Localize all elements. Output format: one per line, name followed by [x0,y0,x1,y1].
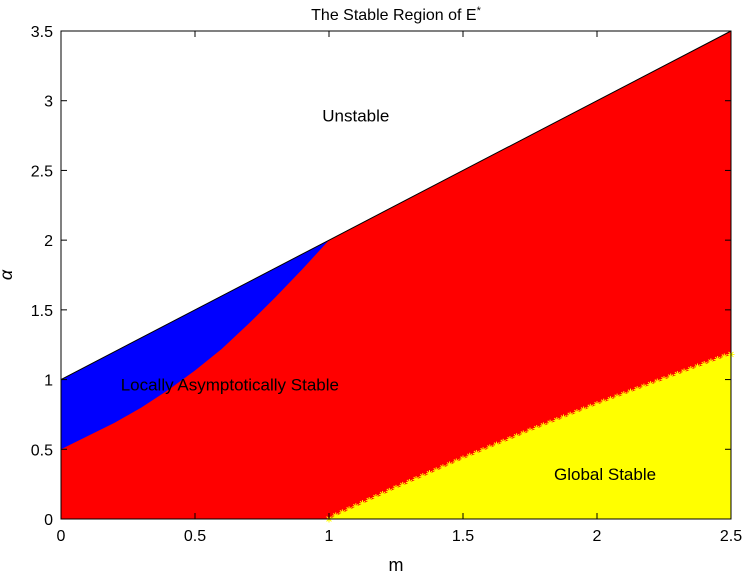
boundary-star-marker [493,441,500,449]
boundary-star-marker [365,497,373,505]
boundary-star-marker [533,425,541,433]
boundary-star-marker [687,366,695,374]
boundary-star-marker [673,371,681,379]
axis-ticks: 0 0.5 1 1.5 2 2.5 0 0.5 1 1.5 2 2.5 3 3.5 [31,24,742,545]
region-label-locally-asymptotically-stable: Locally Asymptotically Stable [121,376,339,395]
boundary-star-marker [620,391,628,399]
boundary-star-marker [405,478,413,486]
y-tick-label: 3 [44,94,53,111]
x-axis-label: m [389,555,404,575]
boundary-star-marker [432,467,440,475]
boundary-star-marker [466,452,474,460]
x-tick-label: 1.5 [452,528,474,545]
boundary-star-marker [606,396,614,404]
boundary-star-marker [513,433,521,441]
boundary-star-marker [546,419,554,427]
boundary-star-marker [506,436,514,444]
plot-frame [60,30,732,520]
boundary-star-marker [352,503,360,511]
boundary-star-marker [439,464,447,472]
boundary-star-marker [553,417,561,425]
boundary-star-marker [707,358,715,366]
boundary-star-marker [667,373,675,381]
boundary-star-marker [660,376,668,384]
boundary-star-marker [446,461,454,469]
boundary-star-marker [680,368,688,376]
boundary-star-marker [720,353,728,361]
boundary-star-marker [412,476,420,484]
y-tick-label: 2 [44,233,53,250]
boundary-star-marker [573,409,581,417]
y-tick-label: 0 [44,512,53,529]
blue-region [61,240,329,450]
x-tick-label: 2 [593,528,602,545]
x-tick-label: 0 [57,528,66,545]
boundary-star-marker [647,381,655,389]
boundary-star-marker [452,458,460,466]
boundary-star-marker [694,363,701,371]
boundary-star-marker [640,383,648,391]
boundary-star-marker [372,494,380,502]
boundary-star-marker [419,473,427,481]
boundary-star-marker [459,455,467,463]
boundary-star-marker [332,512,340,520]
x-tick-label: 1 [325,528,334,545]
boundary-star-marker [479,447,487,455]
boundary-star-marker [472,449,480,457]
boundary-markers [325,350,735,523]
boundary-star-marker [392,484,400,492]
boundary-star-marker [653,378,661,386]
x-tick-label: 0.5 [184,528,206,545]
boundary-star-marker [633,386,641,394]
boundary-star-marker [526,427,534,435]
region-labels: Unstable Locally Asymptotically Stable Glo… [121,107,656,484]
boundary-star-marker [560,414,567,422]
boundary-star-marker [586,403,594,411]
y-tick-label: 1 [44,373,53,390]
boundary-star-marker [359,500,366,508]
y-tick-label: 3.5 [31,24,53,41]
boundary-star-marker [580,406,588,414]
boundary-star-marker [700,361,708,369]
chart-title-main: The Stable Region of E [311,7,476,24]
boundary-star-marker [593,401,601,409]
boundary-star-marker [379,490,387,498]
regions-layer [60,30,732,519]
boundary-star-marker [539,422,547,430]
boundary-star-marker [486,444,494,452]
y-axis-label: α [0,269,16,280]
boundary-star-marker [566,411,574,419]
region-label-unstable: Unstable [322,107,389,126]
boundary-star-marker [345,506,353,514]
boundary-star-marker [613,393,621,401]
chart-title-superscript: * [477,5,482,17]
boundary-star-marker [399,481,407,489]
y-tick-label: 2.5 [31,163,53,180]
boundary-star-marker [714,355,722,363]
boundary-star-marker [627,388,634,396]
boundary-star-marker [426,470,433,478]
boundary-star-marker [499,438,507,446]
red-region-locally-stable [61,31,731,519]
boundary-star-marker [385,487,393,495]
chart-title: The Stable Region of E* [311,5,481,24]
region-label-global-stable: Global Stable [554,465,656,484]
y-tick-label: 0.5 [31,442,53,459]
stability-boundary-line [60,30,732,381]
boundary-star-marker [338,509,346,517]
y-tick-label: 1.5 [31,303,53,320]
boundary-star-marker [519,430,527,438]
boundary-star-marker [600,398,608,406]
x-tick-label: 2.5 [720,528,742,545]
